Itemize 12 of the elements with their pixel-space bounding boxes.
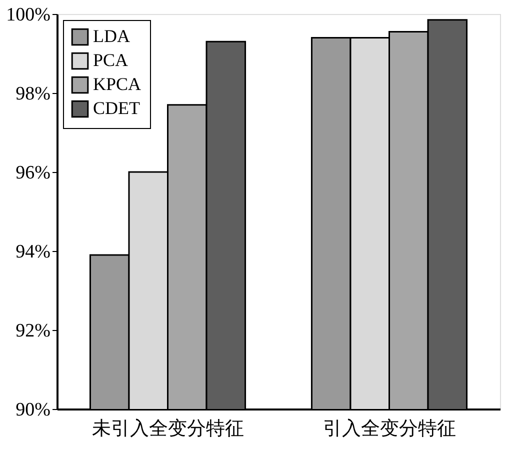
- legend-label: PCA: [93, 50, 128, 70]
- legend-label: LDA: [93, 26, 130, 46]
- y-tick-label: 94%: [16, 242, 51, 262]
- y-tick-label: 96%: [16, 162, 51, 184]
- y-tick-label: 92%: [16, 320, 51, 342]
- y-tick-label: 98%: [16, 84, 51, 104]
- y-tick-label: 90%: [16, 400, 51, 420]
- legend-label: KPCA: [93, 74, 142, 94]
- x-tick-label: 未引入全变分特征: [92, 418, 244, 440]
- y-tick-label: 100%: [6, 4, 51, 26]
- x-tick-label: 引入全变分特征: [322, 418, 456, 440]
- legend-label: CDET: [93, 98, 140, 118]
